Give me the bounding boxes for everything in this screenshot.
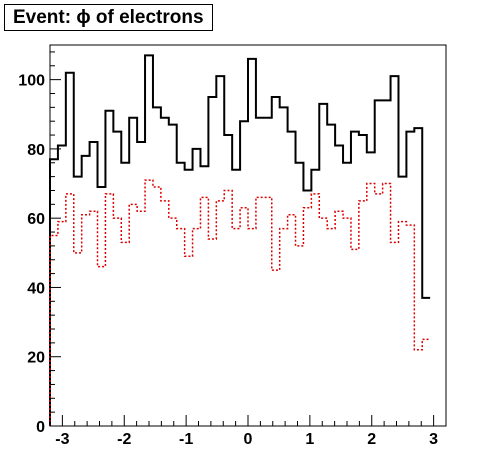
x-tick-label: 3 xyxy=(429,431,438,448)
series-layer xyxy=(49,54,431,426)
x-tick-label: -2 xyxy=(117,431,131,448)
x-tick-label: -3 xyxy=(55,431,69,448)
series-1-histogram xyxy=(49,54,431,426)
chart-title: Event: ϕ of electrons xyxy=(4,4,213,31)
x-tick-label: 0 xyxy=(244,431,253,448)
x-tick-label: 2 xyxy=(367,431,376,448)
y-tick-label: 40 xyxy=(27,280,45,297)
chart-title-text: Event: ϕ of electrons xyxy=(13,7,204,28)
x-tick-label: 1 xyxy=(305,431,314,448)
y-tick-label: 20 xyxy=(27,350,45,367)
y-tick-label: 60 xyxy=(27,211,45,228)
series-2-histogram xyxy=(49,179,431,426)
y-tick-label: 0 xyxy=(36,419,45,436)
x-tick-label: -1 xyxy=(179,431,193,448)
axis-ticks: -3 -2 -1 0 1 2 3 0 20 40 60 80 100 xyxy=(18,51,447,448)
y-tick-label: 80 xyxy=(27,142,45,159)
y-tick-label: 100 xyxy=(18,73,45,90)
